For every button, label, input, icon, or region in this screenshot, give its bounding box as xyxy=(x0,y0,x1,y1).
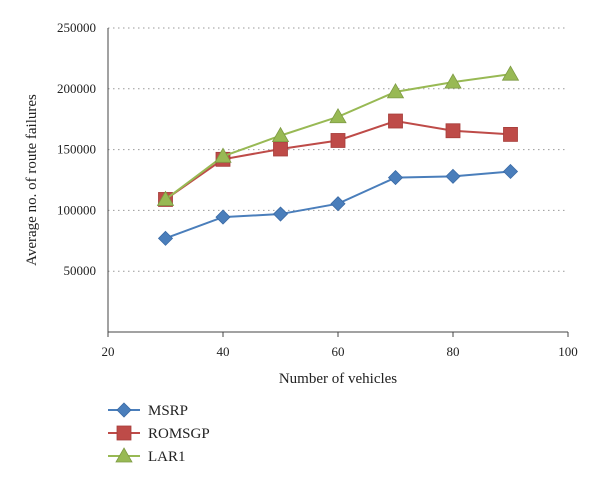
x-tick-labels: 20 40 60 80 100 xyxy=(102,344,578,359)
x-tick-label: 60 xyxy=(332,344,345,359)
data-point-msrp xyxy=(445,168,461,184)
data-point-lar1 xyxy=(386,83,405,99)
legend-item-romsgp: ROMSGP xyxy=(108,425,210,442)
legend-item-lar1: LAR1 xyxy=(108,447,186,465)
y-tick-label: 150000 xyxy=(57,142,96,157)
data-point-lar1 xyxy=(444,73,462,89)
data-point-lar1 xyxy=(214,147,232,163)
data-point-lar1 xyxy=(501,65,520,81)
series-msrp xyxy=(157,163,519,246)
data-point-msrp xyxy=(215,209,231,225)
series-romsgp xyxy=(158,113,518,207)
x-tick-label: 80 xyxy=(447,344,460,359)
y-tick-label: 250000 xyxy=(57,20,96,35)
x-tick-label: 100 xyxy=(558,344,578,359)
y-tick-label: 200000 xyxy=(57,81,96,96)
series-lar1 xyxy=(156,65,520,206)
data-point-romsgp xyxy=(273,141,288,157)
legend-marker-romsgp xyxy=(116,425,132,441)
y-tick-labels: 50000 100000 150000 200000 250000 xyxy=(57,20,96,278)
x-tick-label: 20 xyxy=(102,344,115,359)
data-point-romsgp xyxy=(503,127,518,142)
x-tick-label: 40 xyxy=(217,344,230,359)
series-group xyxy=(156,65,520,246)
data-point-romsgp xyxy=(330,133,346,148)
legend: MSRP ROMSGP LAR1 xyxy=(108,402,210,465)
data-point-romsgp xyxy=(388,113,403,129)
y-tick-label: 100000 xyxy=(57,202,96,217)
data-point-romsgp xyxy=(445,123,461,139)
data-point-msrp xyxy=(272,206,289,222)
data-point-msrp xyxy=(157,230,174,246)
legend-marker-msrp xyxy=(116,402,132,418)
legend-label: LAR1 xyxy=(148,449,186,465)
data-point-msrp xyxy=(502,163,519,180)
data-point-msrp xyxy=(330,196,346,212)
legend-label: ROMSGP xyxy=(148,426,210,442)
y-axis-title: Average no. of route failures xyxy=(24,94,40,266)
legend-item-msrp: MSRP xyxy=(108,402,188,419)
data-point-lar1 xyxy=(271,126,290,143)
x-axis-title: Number of vehicles xyxy=(279,371,397,387)
data-point-msrp xyxy=(387,170,404,186)
y-tick-label: 50000 xyxy=(64,263,97,278)
legend-label: MSRP xyxy=(148,403,188,419)
data-point-lar1 xyxy=(156,190,175,206)
axes xyxy=(107,28,569,337)
data-point-lar1 xyxy=(329,107,347,124)
legend-marker-lar1 xyxy=(115,447,133,463)
